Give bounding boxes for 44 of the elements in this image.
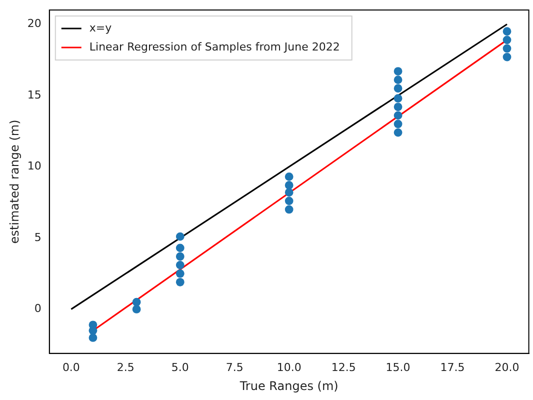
point [394, 120, 402, 128]
point [394, 94, 402, 103]
legend-label: x=y [89, 21, 112, 34]
y-tick-label: 20 [27, 17, 42, 30]
y-tick-label: 10 [27, 160, 42, 173]
x-tick-label: 7.5 [226, 360, 244, 374]
point [284, 172, 294, 181]
x-tick-label: 20.0 [494, 360, 520, 374]
y-axis-title: estimated range (m) [7, 120, 22, 244]
point [88, 334, 98, 342]
point [502, 44, 512, 53]
x-tick-label: 15.0 [386, 360, 410, 374]
point [394, 111, 402, 120]
point [502, 52, 512, 62]
point [132, 305, 141, 314]
point [502, 36, 512, 44]
point [394, 128, 402, 137]
point [284, 205, 294, 214]
x-tick-label: 0.0 [62, 360, 80, 374]
point [176, 244, 184, 252]
legend-label: Linear Regression of Samples from June 2022 [89, 40, 340, 54]
y-tick-label: 0 [34, 302, 42, 316]
point [502, 27, 512, 36]
point [284, 188, 294, 197]
x-tick-label: 10.0 [276, 360, 302, 374]
y-tick-label: 15 [27, 88, 42, 102]
point [394, 84, 402, 93]
point [176, 278, 184, 286]
point [176, 232, 184, 241]
point [394, 102, 402, 112]
x-tick-label: 17.5 [440, 360, 465, 374]
point [176, 260, 184, 270]
x-tick-label: 12.5 [331, 360, 356, 374]
x-axis-title: True Ranges (m) [238, 378, 338, 393]
point [284, 181, 294, 190]
x-tick-label: 5.0 [171, 360, 189, 374]
point [394, 67, 402, 76]
point [132, 298, 141, 306]
point [176, 269, 184, 278]
point [176, 252, 184, 261]
point [394, 76, 402, 84]
y-tick-label: 5 [34, 230, 42, 244]
x-tick-label: 2.5 [116, 360, 134, 374]
point [284, 196, 294, 206]
